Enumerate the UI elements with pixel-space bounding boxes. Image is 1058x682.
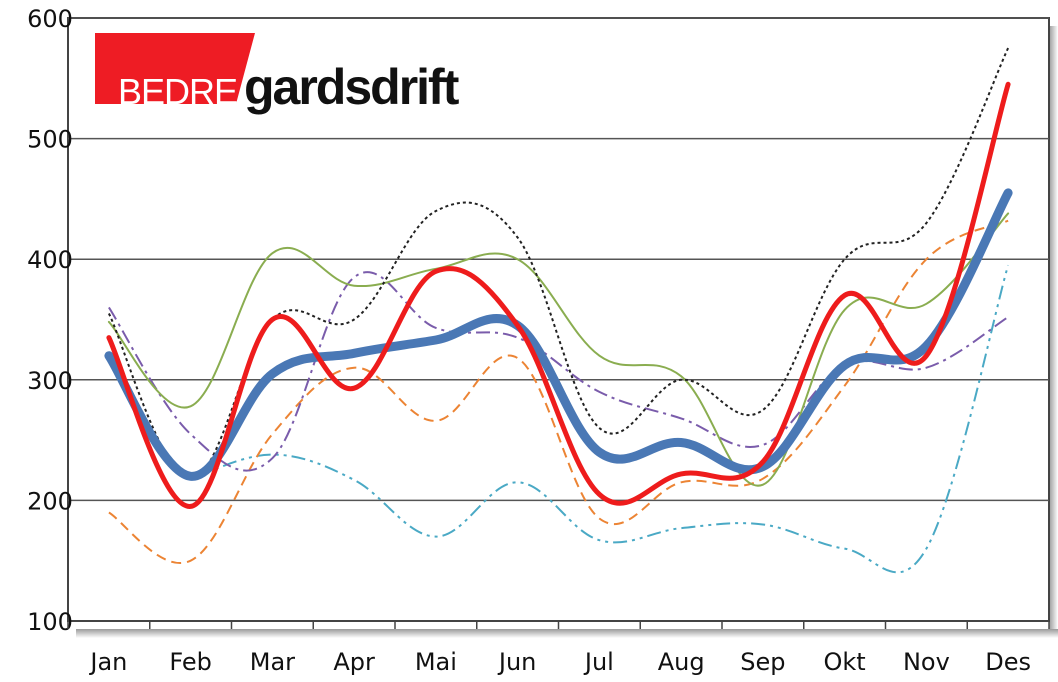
logo-word-gardsdrift: gardsdrift — [244, 59, 460, 115]
plot-area — [67, 17, 1050, 622]
x-tick-label: Jun — [497, 648, 537, 676]
x-axis-ticks: Jan Feb Mar Apr Mai Jun Jul Aug Sep Okt Nov Des — [67, 621, 1050, 676]
series-line-1 — [104, 188, 1013, 481]
y-tick-label: 600 — [27, 5, 73, 33]
series-line-7 — [190, 264, 1010, 574]
x-tick-label: Des — [985, 648, 1031, 676]
x-tick-label: Feb — [169, 648, 212, 676]
x-tick-label: Apr — [333, 648, 375, 676]
logo-red-banner — [95, 33, 255, 104]
plot-shadow-right — [1049, 26, 1058, 638]
y-tick-label: 200 — [27, 487, 73, 515]
x-tick-label: Jul — [583, 648, 614, 676]
y-tick-label: 500 — [27, 126, 73, 154]
x-tick-label: Sep — [740, 648, 785, 676]
brand-logo: BEDRE gardsdrift — [95, 33, 462, 115]
x-tick-label: Aug — [658, 648, 705, 676]
x-tick-label: Jan — [88, 648, 127, 676]
y-tick-label: 300 — [27, 367, 73, 395]
series-line-5 — [108, 271, 1009, 472]
x-tick-label: Nov — [903, 648, 950, 676]
y-tick-label: 400 — [27, 246, 73, 274]
x-tick-label: Mai — [415, 648, 457, 676]
x-tick-label: Okt — [824, 648, 866, 676]
y-axis-ticks: 100 200 300 400 500 600 — [27, 5, 73, 636]
series-line-6 — [108, 219, 1009, 564]
y-tick-label: 100 — [27, 608, 73, 636]
x-tick-label: Mar — [250, 648, 295, 676]
series-line-4 — [107, 212, 1010, 487]
logo-word-bedre: BEDRE — [118, 71, 237, 112]
plot-shadow-bottom — [76, 629, 1058, 638]
series-lines — [104, 47, 1013, 574]
series-line-2 — [106, 81, 1011, 509]
